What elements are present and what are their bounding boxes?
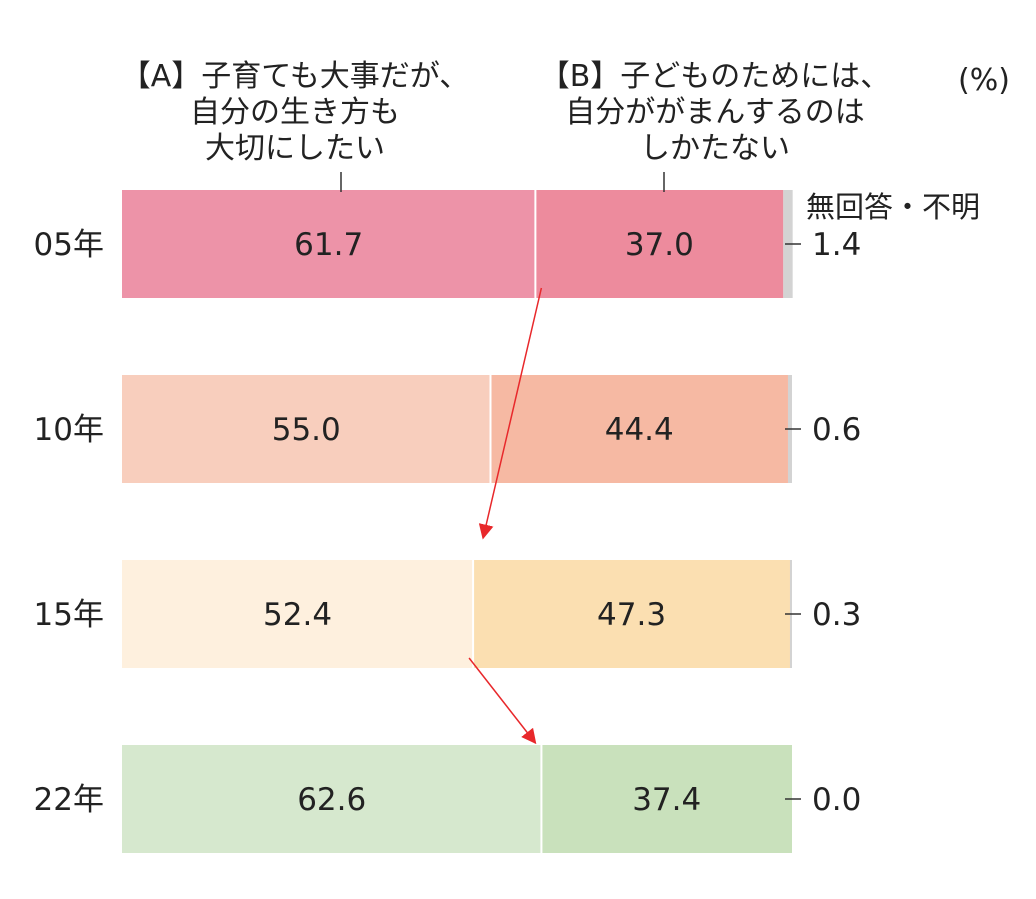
bar-b-10 [490,375,788,483]
value-label-a-22: 62.6 [297,782,366,818]
no-answer-label-15: 0.3 [812,597,861,633]
category-label-15: 15年 [34,597,104,633]
bar-a-05 [122,190,536,298]
bar-a-15 [122,560,474,668]
bar-a-10 [122,375,491,483]
value-label-a-10: 55.0 [272,412,341,448]
value-label-a-05: 61.7 [294,227,363,263]
trend-arrow-15-to-22 [468,657,537,745]
category-label-05: 05年 [34,227,104,263]
bar-a-22 [122,745,542,853]
category-label-10: 10年 [34,412,104,448]
value-label-b-15: 47.3 [597,597,666,633]
series-a-header-line-2: 自分の生き方も [190,95,400,130]
unit-label: (%) [958,63,1010,98]
value-label-b-10: 44.4 [605,412,674,448]
no-answer-label-05: 1.4 [812,227,861,263]
series-b-header: 【B】子どものためには、 自分ががまんするのは しかたない [505,62,925,172]
series-b-header-line-2: 自分ががまんするのは [565,95,865,130]
series-b-header-line-3: しかたない [640,131,790,166]
value-label-b-05: 37.0 [625,227,694,263]
no-answer-header: 無回答・不明 [806,190,981,224]
category-label-22: 22年 [34,782,104,818]
bar-b-05 [535,190,784,298]
value-label-a-15: 52.4 [263,597,332,633]
no-answer-label-10: 0.6 [812,412,861,448]
trend-arrow-05-to-15 [478,287,543,540]
series-b-header-line-1: 【B】子どものためには、 [539,59,891,94]
series-a-header: 【A】子育ても大事だが、 自分の生き方も 大切にしたい [100,62,490,172]
series-a-header-line-3: 大切にしたい [205,131,385,166]
bar-b-22 [541,745,792,853]
no-answer-label-22: 0.0 [812,782,861,818]
series-a-header-line-1: 【A】子育ても大事だが、 [120,59,470,94]
value-label-b-22: 37.4 [632,782,701,818]
bar-b-15 [473,560,790,668]
